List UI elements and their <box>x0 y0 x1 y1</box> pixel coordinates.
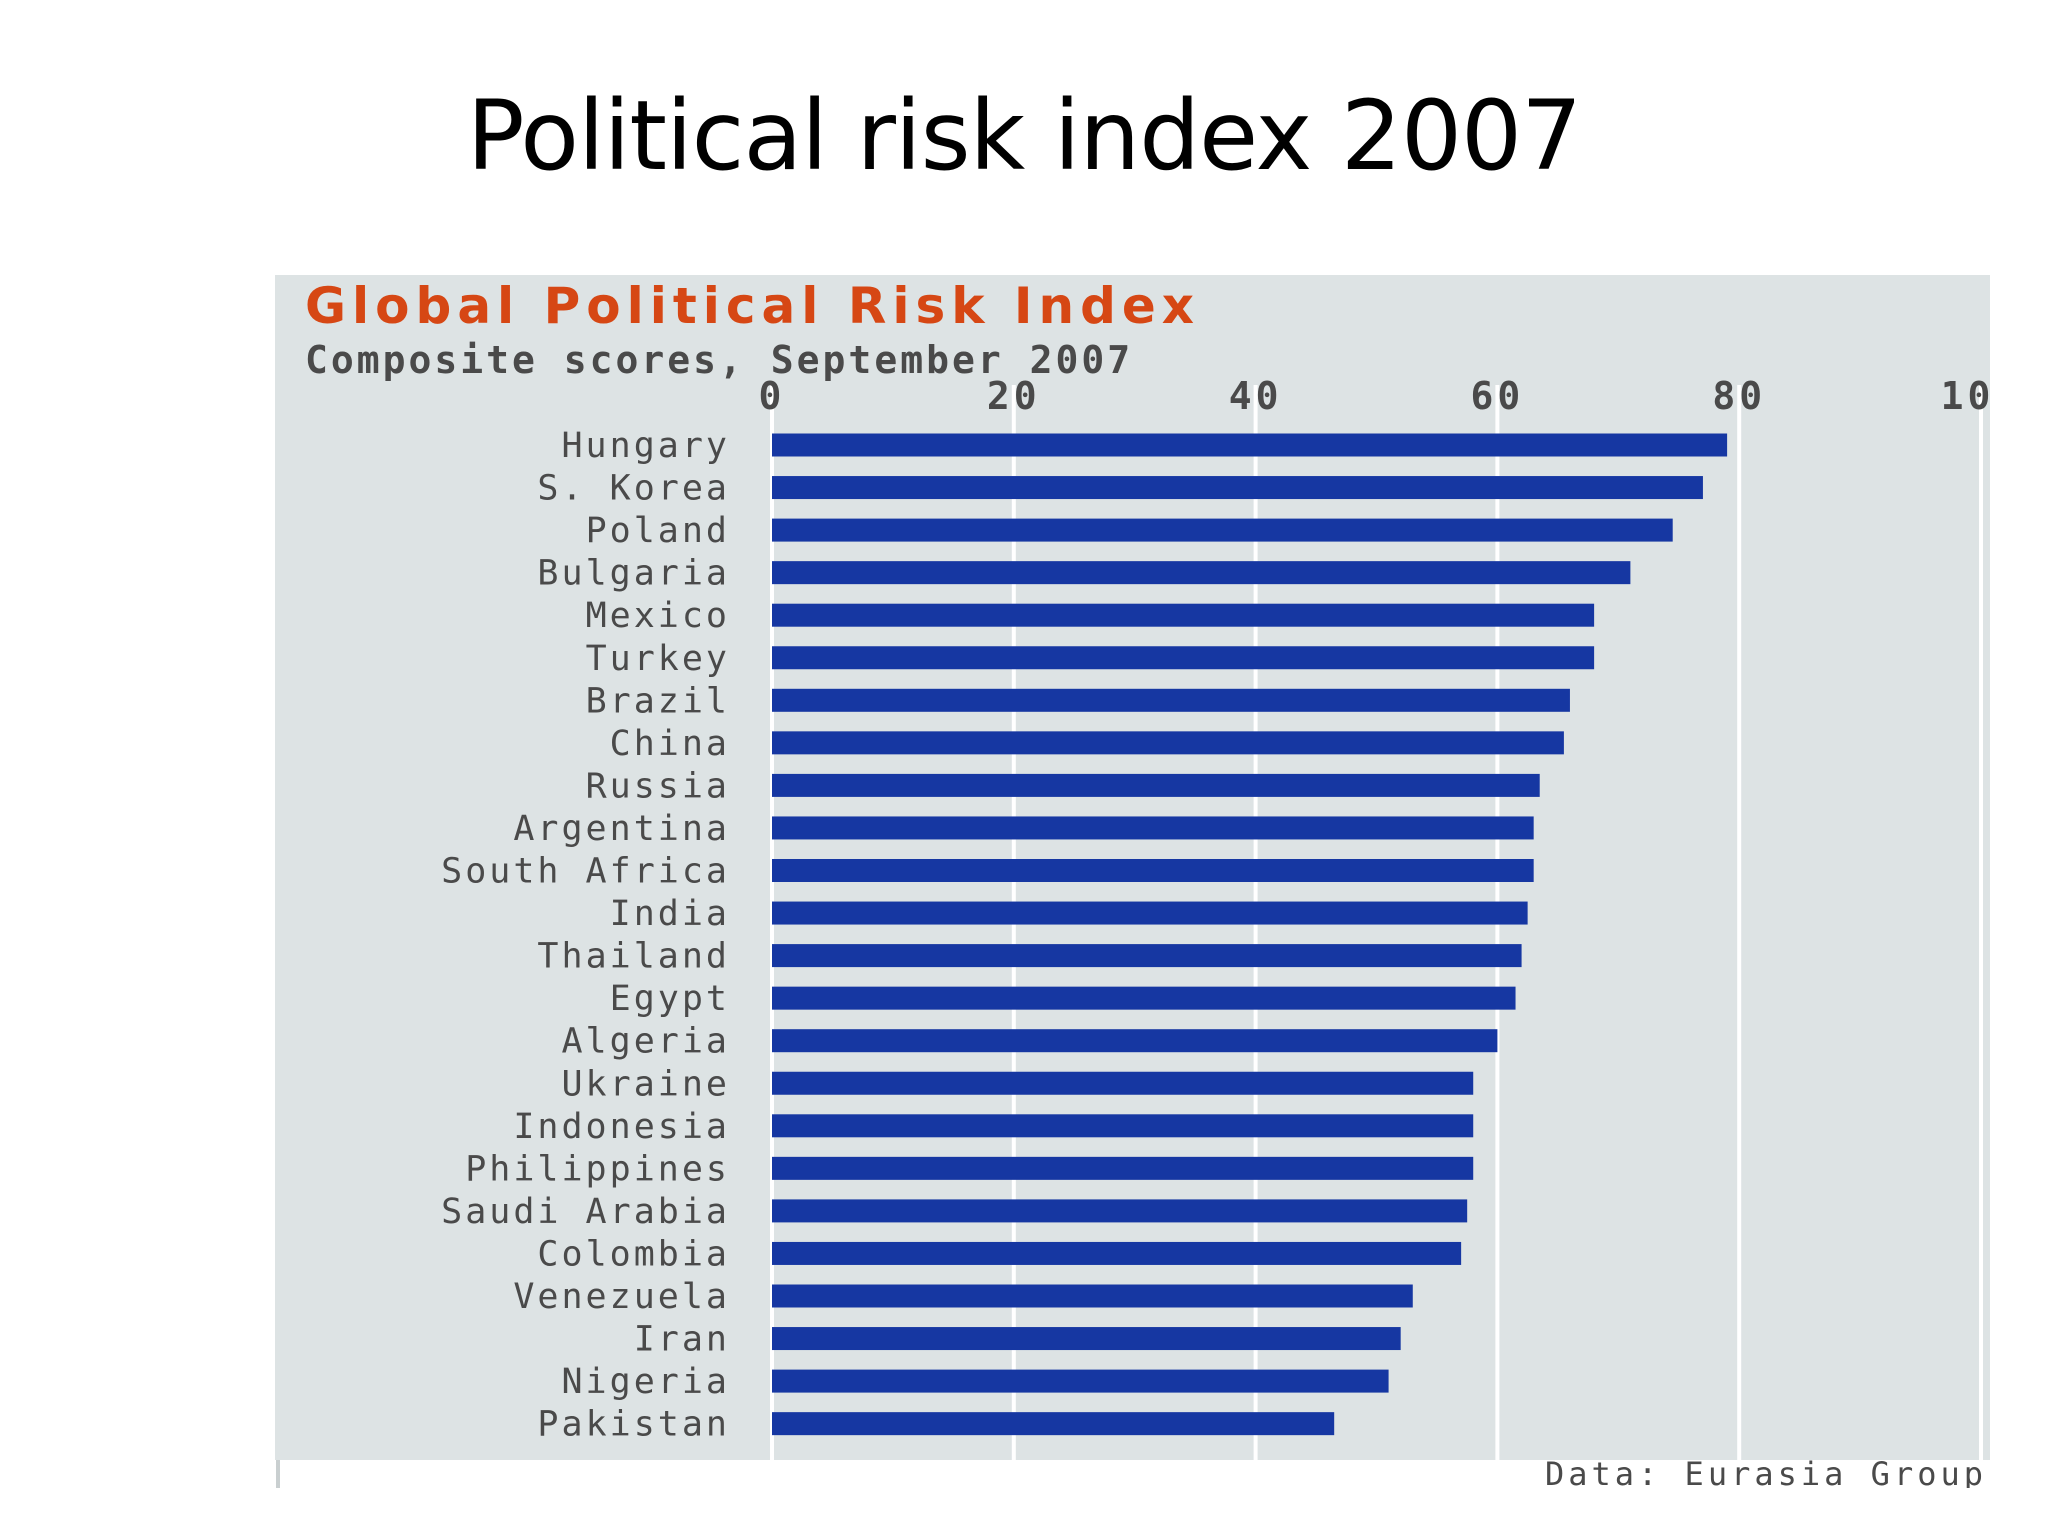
category-label: Colombia <box>537 1234 730 1274</box>
category-label: Nigeria <box>561 1362 730 1402</box>
bar <box>772 944 1522 968</box>
bar <box>772 688 1570 712</box>
category-label: Russia <box>586 766 730 806</box>
category-label: Brazil <box>586 681 730 721</box>
bar <box>772 518 1673 542</box>
category-label: India <box>610 894 730 934</box>
bar <box>772 731 1564 755</box>
category-label: Venezuela <box>513 1277 730 1317</box>
category-label: Algeria <box>561 1022 730 1062</box>
bar <box>772 1241 1462 1265</box>
category-label: South Africa <box>441 852 730 892</box>
category-label: Turkey <box>586 639 730 679</box>
bar <box>772 1114 1474 1138</box>
bars <box>772 433 1728 1436</box>
x-tick-label: 60 <box>1471 374 1525 418</box>
x-tick-label: 20 <box>987 374 1041 418</box>
category-label: Egypt <box>610 979 730 1019</box>
x-tick-label: 40 <box>1229 374 1283 418</box>
bar <box>772 1199 1468 1223</box>
bar <box>772 561 1631 585</box>
source-strip <box>275 1460 1990 1488</box>
bar <box>772 646 1595 670</box>
category-label: Thailand <box>537 937 730 977</box>
slide-title: Political risk index 2007 <box>466 80 1582 192</box>
chart-subtitle: Composite scores, September 2007 <box>305 338 1133 382</box>
bar <box>772 433 1728 457</box>
x-axis-ticks: 0 20 40 60 80 100 <box>759 374 1990 418</box>
category-label: Iran <box>634 1320 730 1360</box>
category-label: Mexico <box>586 596 730 636</box>
x-tick-label: 100 <box>1941 374 1990 418</box>
bar <box>772 1412 1335 1436</box>
bar <box>772 901 1528 925</box>
source-note: Data: Eurasia Group <box>1545 1455 1987 1488</box>
bar <box>772 1071 1474 1095</box>
category-label: Pakistan <box>537 1405 730 1445</box>
category-label: Poland <box>586 511 730 551</box>
category-label: China <box>610 724 730 764</box>
bar <box>772 476 1703 500</box>
category-label: S. Korea <box>537 469 730 509</box>
bar <box>772 603 1595 627</box>
category-label: Ukraine <box>561 1064 730 1104</box>
bar <box>772 1369 1389 1393</box>
bar <box>772 859 1534 882</box>
category-label: Indonesia <box>513 1107 730 1147</box>
x-tick-label: 0 <box>759 374 786 418</box>
bar <box>772 1156 1474 1180</box>
category-label: Saudi Arabia <box>441 1192 730 1232</box>
bar <box>772 1284 1413 1308</box>
bar <box>772 1327 1401 1351</box>
chart-title: Global Political Risk Index <box>305 277 1200 335</box>
x-tick-label: 80 <box>1712 374 1766 418</box>
category-label: Philippines <box>465 1149 730 1189</box>
category-label: Hungary <box>561 426 730 466</box>
bar <box>772 773 1540 797</box>
bar <box>772 986 1516 1010</box>
category-label: Bulgaria <box>537 554 730 594</box>
bar <box>772 816 1534 840</box>
category-label: Argentina <box>513 809 730 849</box>
bar <box>772 1029 1498 1053</box>
